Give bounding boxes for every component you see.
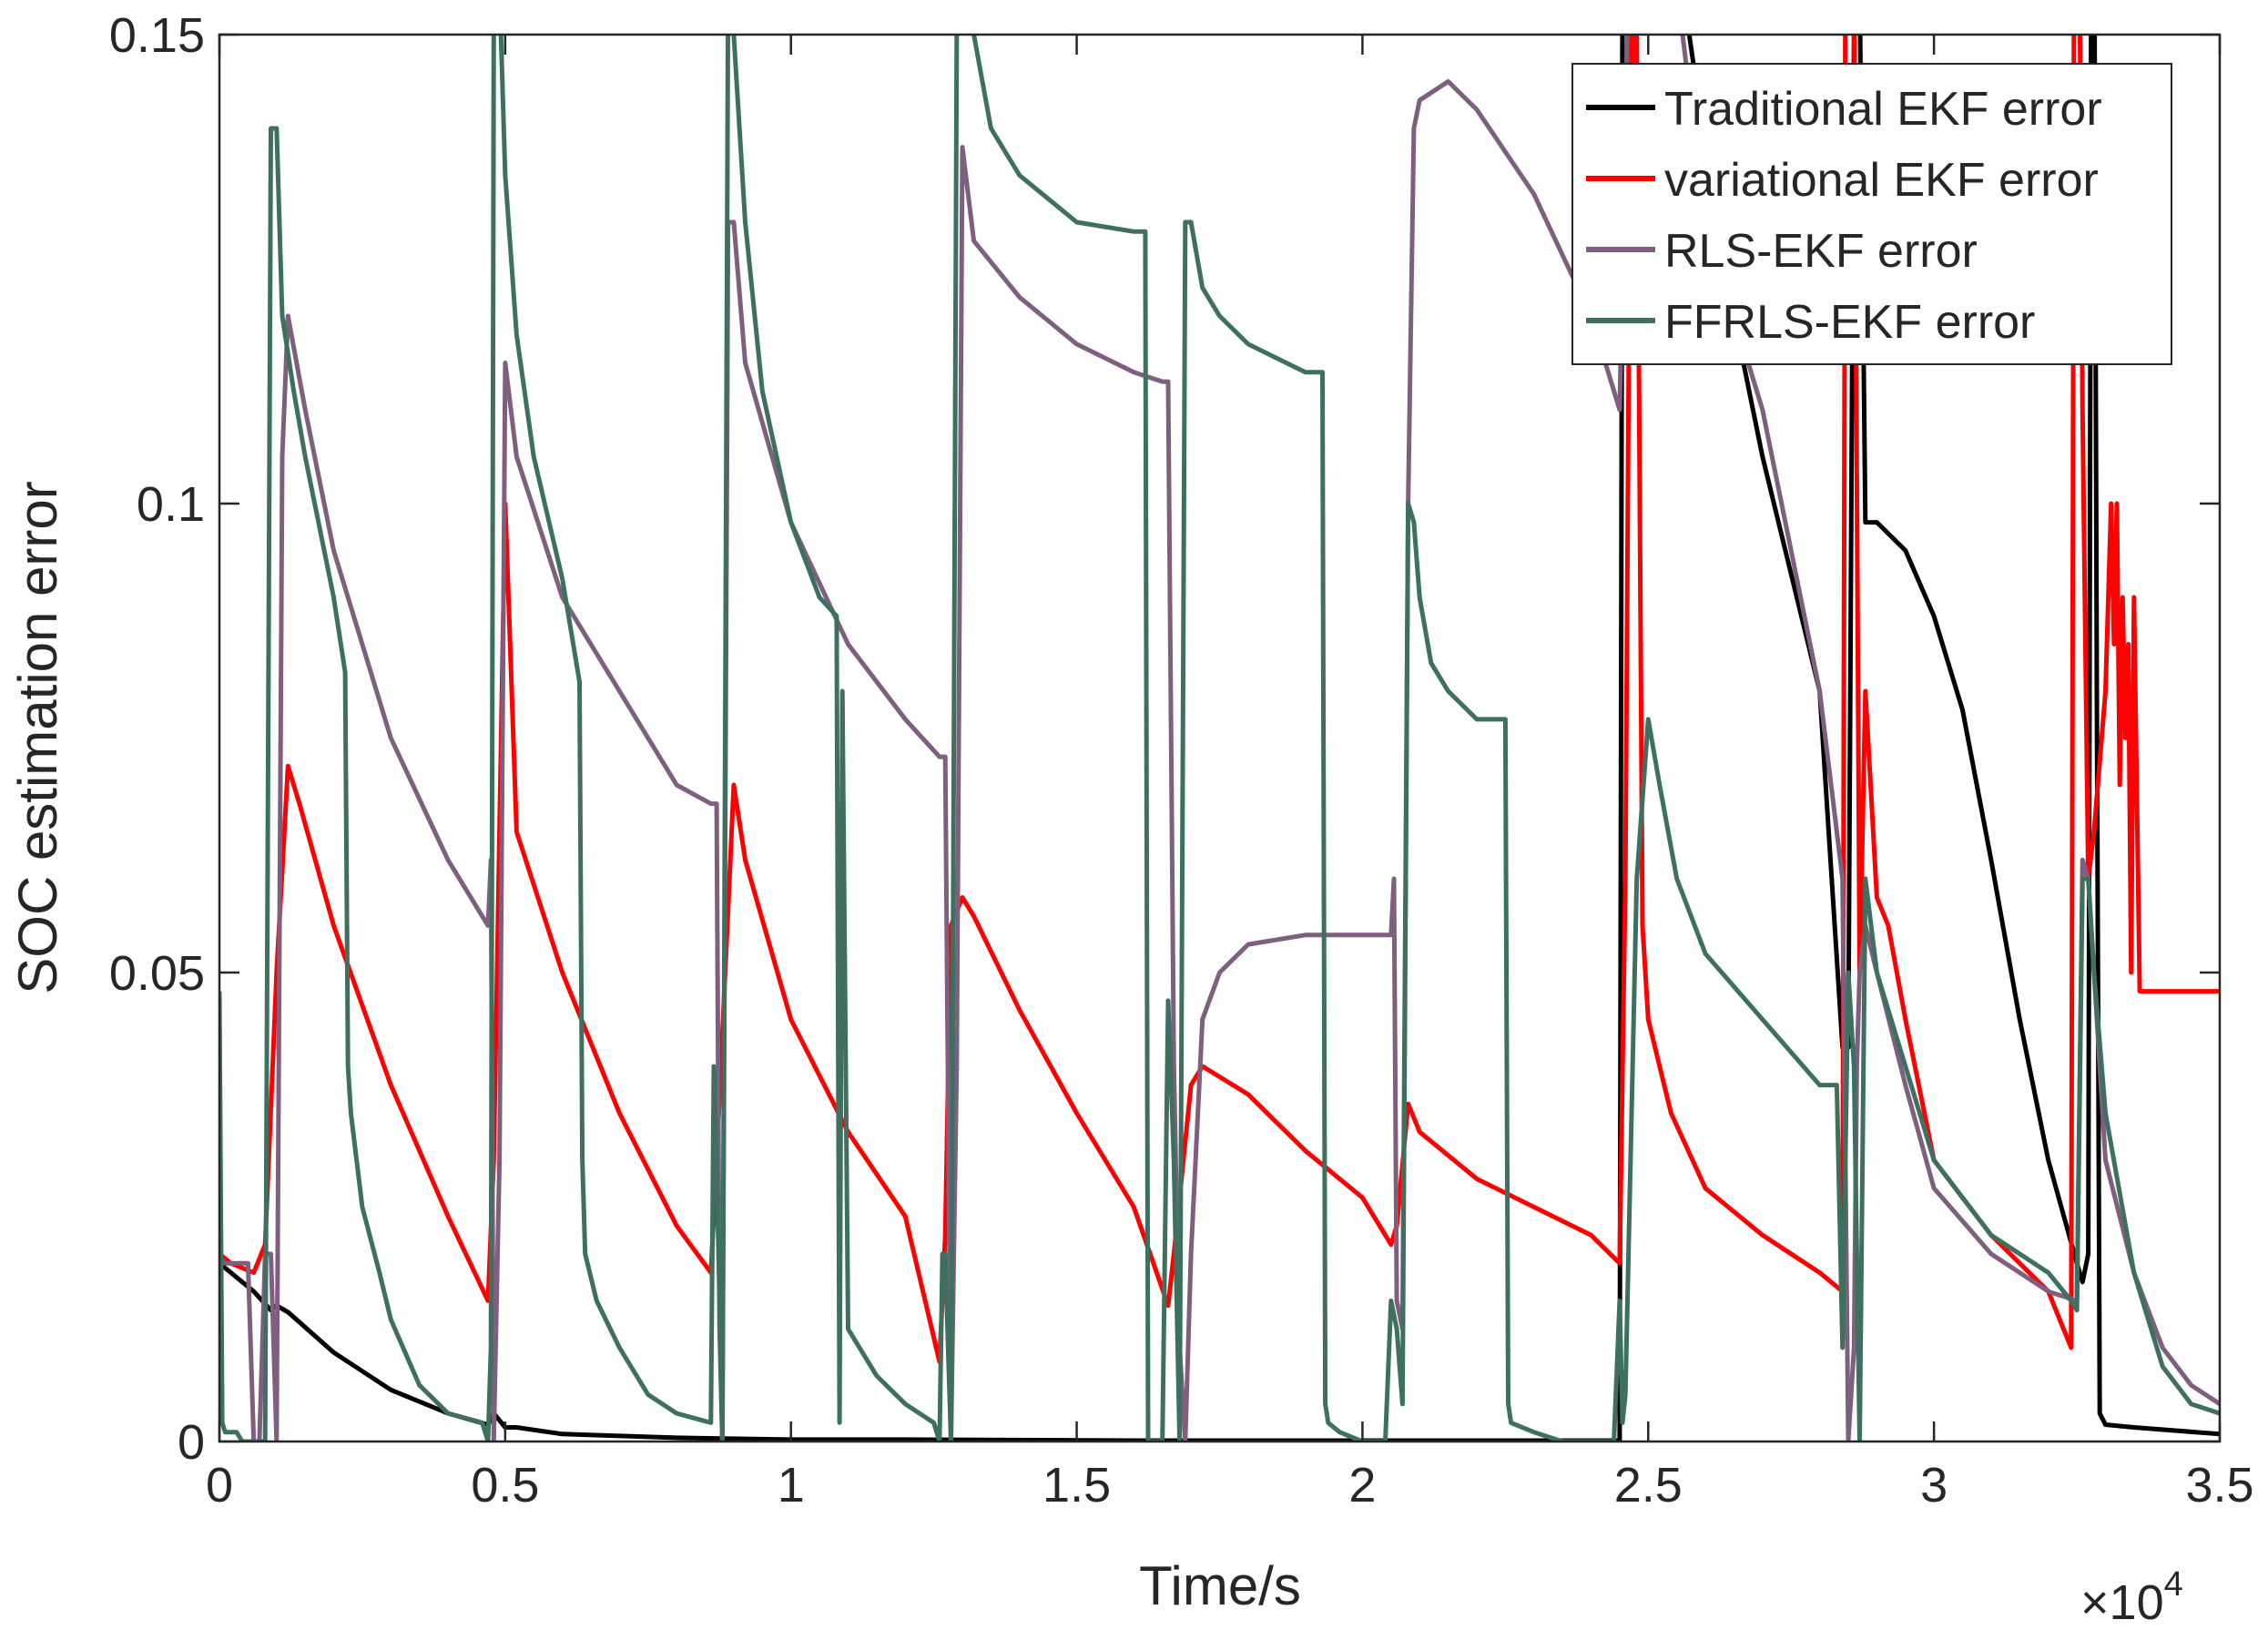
legend-label-traditional-ekf: Traditional EKF error [1664,83,2102,136]
series-line-variational-ekf-error [219,35,2220,1364]
legend-box [1571,63,2172,365]
x-axis-multiplier: ×104 [2080,1565,2183,1630]
x-tick-label: 1.5 [1042,1458,1111,1513]
x-tick-label: 2.5 [1614,1458,1683,1513]
series-line-ffrls-ekf-error [219,35,2220,1442]
legend-label-ffrls-ekf: FFRLS-EKF error [1664,296,2035,349]
y-tick-label: 0.1 [137,477,205,532]
x-tick-label: 2 [1348,1458,1376,1513]
x-axis-multiplier-base: ×10 [2080,1575,2164,1630]
plot-frame [218,33,2222,1443]
y-axis-label: SOC estimation error [7,481,68,994]
legend: Traditional EKF error variational EKF er… [1571,63,2172,365]
x-axis-label: Time/s [1139,1555,1301,1616]
legend-label-rls-ekf: RLS-EKF error [1664,225,1978,278]
x-tick-label: 3.5 [2185,1458,2253,1513]
x-tick-label: 1 [778,1458,805,1513]
x-tick-label: 0 [206,1458,233,1513]
x-axis-multiplier-exponent: 4 [2164,1565,2183,1604]
y-tick-label: 0.05 [109,946,205,1001]
x-axis: 0 0.5 1 1.5 2 2.5 3 3.5 [206,35,2254,1513]
x-tick-label: 3 [1920,1458,1948,1513]
y-tick-label: 0 [178,1415,205,1470]
legend-label-variational-ekf: variational EKF error [1664,154,2099,207]
y-axis: 0 0.05 0.1 0.15 [109,8,2220,1470]
x-tick-label: 0.5 [471,1458,539,1513]
y-tick-label: 0.15 [109,8,205,63]
